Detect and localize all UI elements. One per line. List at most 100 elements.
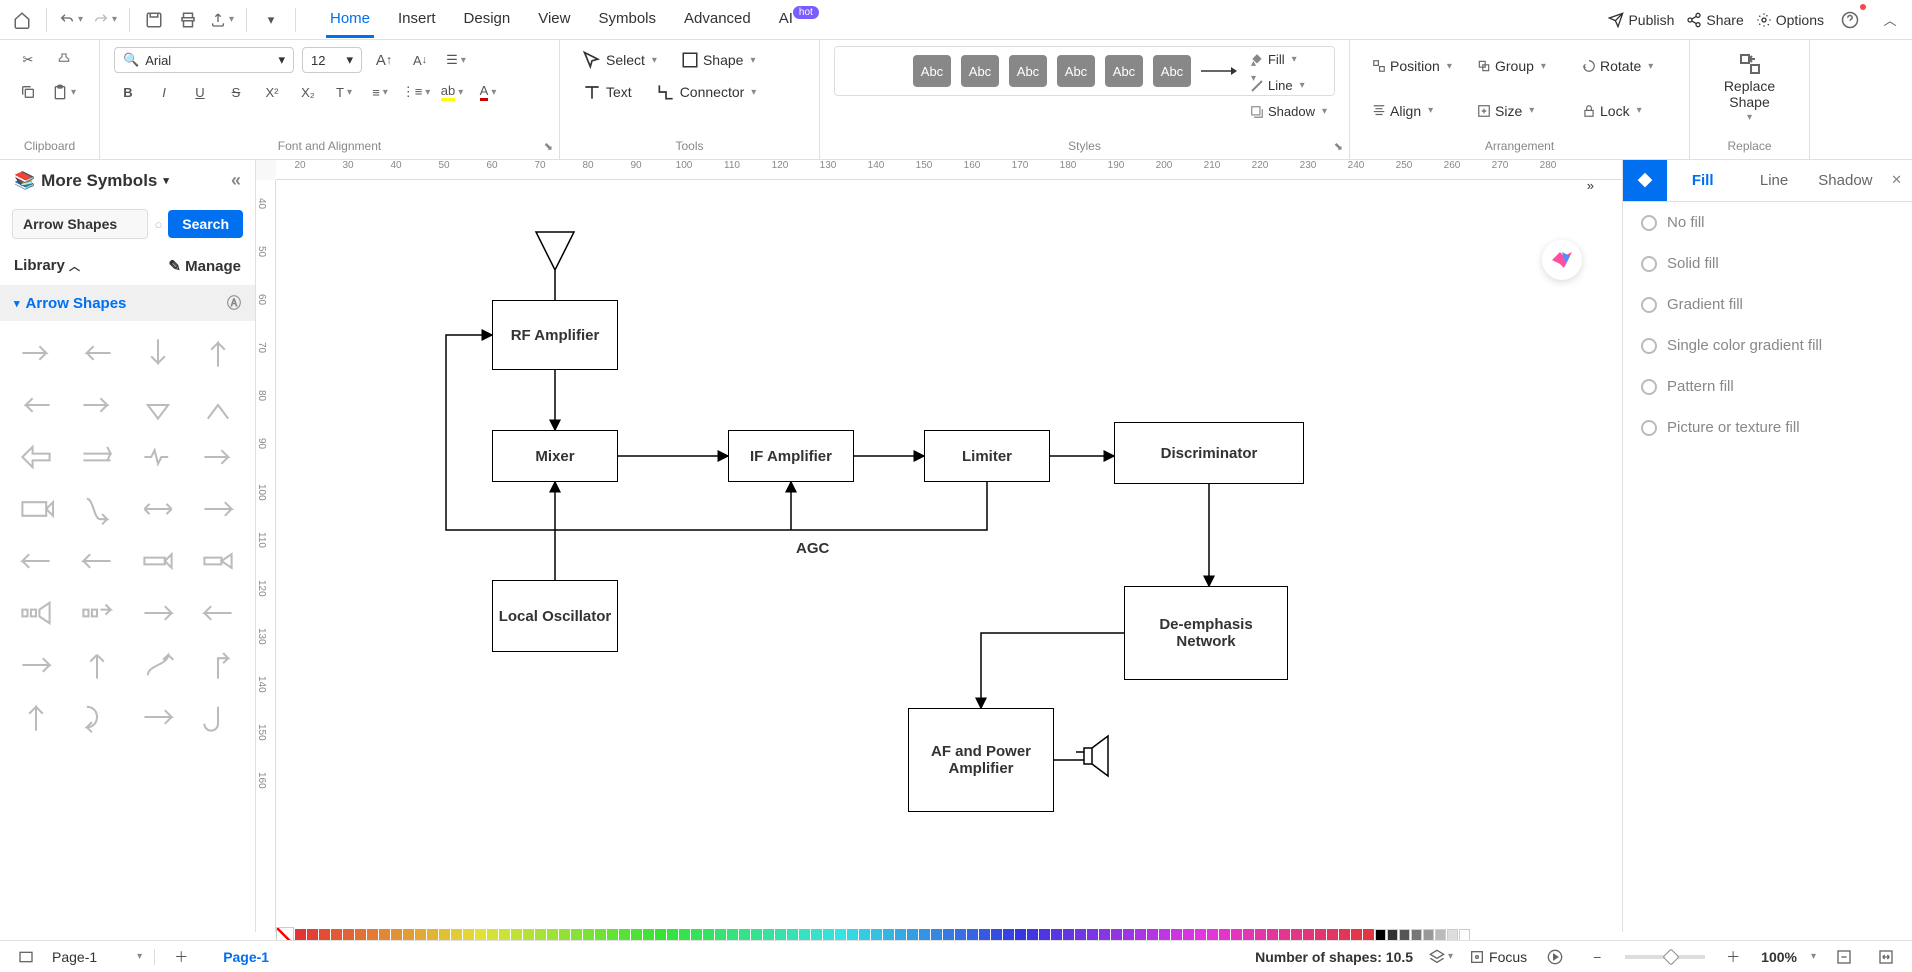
shape-thumbnail[interactable]	[8, 329, 64, 377]
style-swatch[interactable]: Abc	[1057, 55, 1095, 87]
manage-button[interactable]: ✎ Manage	[168, 257, 241, 275]
position-button[interactable]: Position	[1364, 46, 1465, 87]
subscript-icon[interactable]: X₂	[294, 78, 322, 106]
shape-thumbnail[interactable]	[130, 381, 186, 429]
format-painter-icon[interactable]	[50, 46, 78, 74]
shape-thumbnail[interactable]	[130, 537, 186, 585]
shape-thumbnail[interactable]	[8, 381, 64, 429]
shape-thumbnail[interactable]	[190, 381, 246, 429]
copy-icon[interactable]	[14, 78, 42, 106]
shape-thumbnail[interactable]	[8, 433, 64, 481]
shape-thumbnail[interactable]	[69, 693, 125, 741]
font-color-icon[interactable]: A	[474, 78, 502, 106]
picture-fill-option[interactable]: Picture or texture fill	[1623, 407, 1912, 448]
lock-button[interactable]: Lock	[1574, 91, 1675, 132]
shape-thumbnail[interactable]	[190, 485, 246, 533]
shape-thumbnail[interactable]	[69, 329, 125, 377]
fill-tab[interactable]: Fill	[1667, 160, 1738, 201]
line-button[interactable]: Line	[1242, 74, 1335, 97]
pattern-fill-option[interactable]: Pattern fill	[1623, 366, 1912, 407]
shape-thumbnail[interactable]	[69, 641, 125, 689]
shape-thumbnail[interactable]	[190, 641, 246, 689]
print-icon[interactable]	[174, 6, 202, 34]
page-select[interactable]: Page-1▾	[52, 949, 155, 965]
expand-right-icon[interactable]: »	[1587, 178, 1594, 193]
shape-thumbnail[interactable]	[130, 433, 186, 481]
customize-icon[interactable]: ▾	[257, 6, 285, 34]
export-icon[interactable]	[208, 6, 236, 34]
canvas[interactable]: RF AmplifierMixerIF AmplifierLimiterDisc…	[276, 180, 1622, 932]
text-transform-icon[interactable]: T	[330, 78, 358, 106]
italic-icon[interactable]: I	[150, 78, 178, 106]
font-select[interactable]: 🔍Arial▾	[114, 47, 294, 73]
no-fill-option[interactable]: No fill	[1623, 202, 1912, 243]
text-mode-icon[interactable]: Ⓐ	[227, 293, 241, 313]
shape-thumbnail[interactable]	[69, 381, 125, 429]
focus-button[interactable]: Focus	[1469, 949, 1527, 965]
zoom-out-icon[interactable]: −	[1583, 943, 1611, 971]
shape-thumbnail[interactable]	[69, 589, 125, 637]
lib-section-arrow[interactable]: ▾Arrow Shapes Ⓐ	[0, 285, 255, 321]
shape-thumbnail[interactable]	[190, 589, 246, 637]
style-swatch[interactable]: Abc	[913, 55, 951, 87]
line-spacing-icon[interactable]: ≡	[366, 78, 394, 106]
shape-thumbnail[interactable]	[130, 693, 186, 741]
select-tool[interactable]: Select	[574, 46, 665, 74]
collapse-panel-icon[interactable]: «	[231, 170, 241, 191]
options-button[interactable]: Options	[1756, 12, 1824, 28]
tab-insert[interactable]: Insert	[394, 2, 440, 38]
align-button[interactable]: Align	[1364, 91, 1465, 132]
fit-page-icon[interactable]	[1830, 943, 1858, 971]
solid-fill-option[interactable]: Solid fill	[1623, 243, 1912, 284]
font-dialog-icon[interactable]: ⬊	[544, 140, 553, 153]
shadow-tab[interactable]: Shadow	[1810, 160, 1881, 201]
connector-tool[interactable]: Connector	[648, 78, 765, 106]
diagram-node-limiter[interactable]: Limiter	[924, 430, 1050, 482]
bold-icon[interactable]: B	[114, 78, 142, 106]
search-button[interactable]: Search	[168, 210, 243, 238]
font-size-select[interactable]: 12▾	[302, 47, 362, 73]
tab-home[interactable]: Home	[326, 2, 374, 38]
undo-icon[interactable]	[57, 6, 85, 34]
connector-style[interactable]	[1201, 63, 1241, 79]
diagram-node-rf[interactable]: RF Amplifier	[492, 300, 618, 370]
paste-icon[interactable]	[50, 78, 78, 106]
highlight-icon[interactable]: ab	[438, 78, 466, 106]
tab-design[interactable]: Design	[460, 2, 515, 38]
shape-thumbnail[interactable]	[69, 433, 125, 481]
diagram-node-deemph[interactable]: De-emphasis Network	[1124, 586, 1288, 680]
tab-view[interactable]: View	[534, 2, 574, 38]
collapse-ribbon-icon[interactable]: ︿	[1876, 6, 1904, 34]
tab-symbols[interactable]: Symbols	[594, 2, 660, 38]
shape-thumbnail[interactable]	[8, 589, 64, 637]
publish-button[interactable]: Publish	[1608, 12, 1674, 28]
diagram-node-local[interactable]: Local Oscillator	[492, 580, 618, 652]
page-tab[interactable]: Page-1	[207, 945, 285, 969]
save-icon[interactable]	[140, 6, 168, 34]
diagram-node-afpow[interactable]: AF and Power Amplifier	[908, 708, 1054, 812]
play-icon[interactable]	[1541, 943, 1569, 971]
close-panel-icon[interactable]: ✕	[1881, 160, 1912, 201]
add-page-icon[interactable]: ＋	[167, 943, 195, 971]
library-label[interactable]: Library ︿	[14, 257, 80, 275]
tab-ai[interactable]: AIhot	[775, 2, 823, 38]
diagram-node-ifamp[interactable]: IF Amplifier	[728, 430, 854, 482]
tab-advanced[interactable]: Advanced	[680, 2, 755, 38]
zoom-level[interactable]: 100%	[1761, 949, 1797, 965]
style-swatch[interactable]: Abc	[961, 55, 999, 87]
fit-width-icon[interactable]	[1872, 943, 1900, 971]
redo-icon[interactable]	[91, 6, 119, 34]
zoom-in-icon[interactable]: ＋	[1719, 943, 1747, 971]
text-tool[interactable]: Text	[574, 78, 640, 106]
pages-icon[interactable]	[12, 943, 40, 971]
clear-search-icon[interactable]: ○	[154, 217, 162, 232]
decrease-font-icon[interactable]: A↓	[406, 46, 434, 74]
more-symbols-label[interactable]: More Symbols	[41, 171, 157, 191]
fill-button[interactable]: Fill	[1242, 48, 1335, 71]
size-button[interactable]: Size	[1469, 91, 1570, 132]
style-swatch[interactable]: Abc	[1153, 55, 1191, 87]
shape-thumbnail[interactable]	[130, 329, 186, 377]
fill-icon-tab[interactable]	[1623, 160, 1667, 201]
layers-icon[interactable]	[1427, 943, 1455, 971]
ai-fab-icon[interactable]	[1542, 240, 1582, 280]
